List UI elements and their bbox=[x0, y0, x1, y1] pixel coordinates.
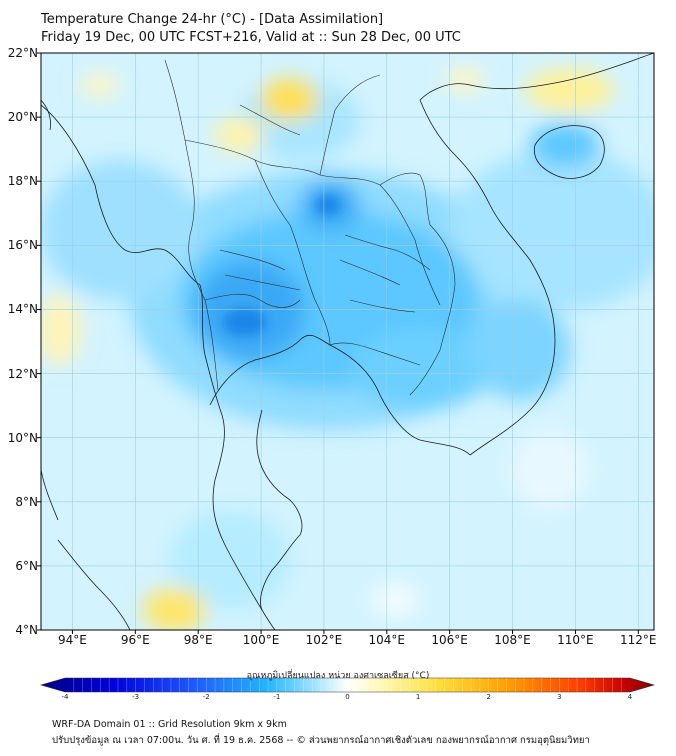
map-subtitle: Friday 19 Dec, 00 UTC FCST+216, Valid at… bbox=[41, 30, 461, 45]
lon-label: 112°E bbox=[620, 633, 657, 647]
colorbar-tick-label: 3 bbox=[557, 693, 562, 701]
colorbar-tick-label: 4 bbox=[627, 693, 633, 701]
lat-label: 8°N bbox=[15, 494, 38, 509]
lat-label: 10°N bbox=[7, 430, 38, 445]
colorbar-tick-label: -1 bbox=[273, 693, 281, 701]
lon-label: 100°E bbox=[242, 633, 280, 647]
lon-label: 104°E bbox=[368, 633, 406, 647]
colorbar-tick-label: -3 bbox=[132, 693, 140, 701]
lon-label: 102°E bbox=[305, 633, 343, 647]
axis-ticks bbox=[37, 52, 639, 634]
lat-label: 12°N bbox=[7, 366, 38, 381]
colorbar-tick-label: 0 bbox=[345, 693, 350, 701]
lon-label: 108°E bbox=[494, 633, 531, 647]
footer-line-1: WRF-DA Domain 01 :: Grid Resolution 9km … bbox=[52, 719, 287, 730]
map-frame bbox=[40, 52, 655, 631]
colorbar-title: อุณหภูมิเปลี่ยนแปลง หน่วย องศาเซลเซียส (… bbox=[246, 671, 430, 681]
colorbar-tick-label: -2 bbox=[202, 693, 210, 701]
lat-label: 18°N bbox=[7, 174, 38, 189]
lon-label: 106°E bbox=[431, 633, 468, 647]
temperature-shading bbox=[41, 68, 654, 630]
borders bbox=[164, 59, 456, 396]
lat-label: 20°N bbox=[7, 110, 38, 125]
footer-line-2: ปรับปรุงข้อมูล ณ เวลา 07:00น. วัน ศ. ที่… bbox=[52, 735, 590, 746]
lon-label: 110°E bbox=[557, 633, 594, 647]
graticule bbox=[41, 53, 654, 630]
intense-cooling bbox=[223, 195, 340, 336]
lon-label: 96°E bbox=[120, 633, 150, 647]
colorbar-tick-label: 2 bbox=[486, 693, 491, 701]
colorbar-bar bbox=[39, 677, 656, 693]
field-layer bbox=[41, 53, 654, 630]
colorbar bbox=[39, 677, 656, 693]
lon-label: 98°E bbox=[183, 633, 213, 647]
colorbar-tick-label: 1 bbox=[415, 693, 421, 701]
lat-label: 16°N bbox=[7, 238, 38, 253]
lat-label: 4°N bbox=[15, 623, 38, 637]
coastlines bbox=[41, 53, 654, 630]
lat-label: 22°N bbox=[7, 46, 38, 60]
lat-label: 6°N bbox=[15, 558, 38, 573]
map-title: Temperature Change 24-hr (°C) - [Data As… bbox=[41, 12, 384, 27]
lat-label: 14°N bbox=[7, 302, 38, 317]
colorbar-tick-label: -4 bbox=[61, 693, 69, 701]
lon-label: 94°E bbox=[57, 633, 87, 647]
